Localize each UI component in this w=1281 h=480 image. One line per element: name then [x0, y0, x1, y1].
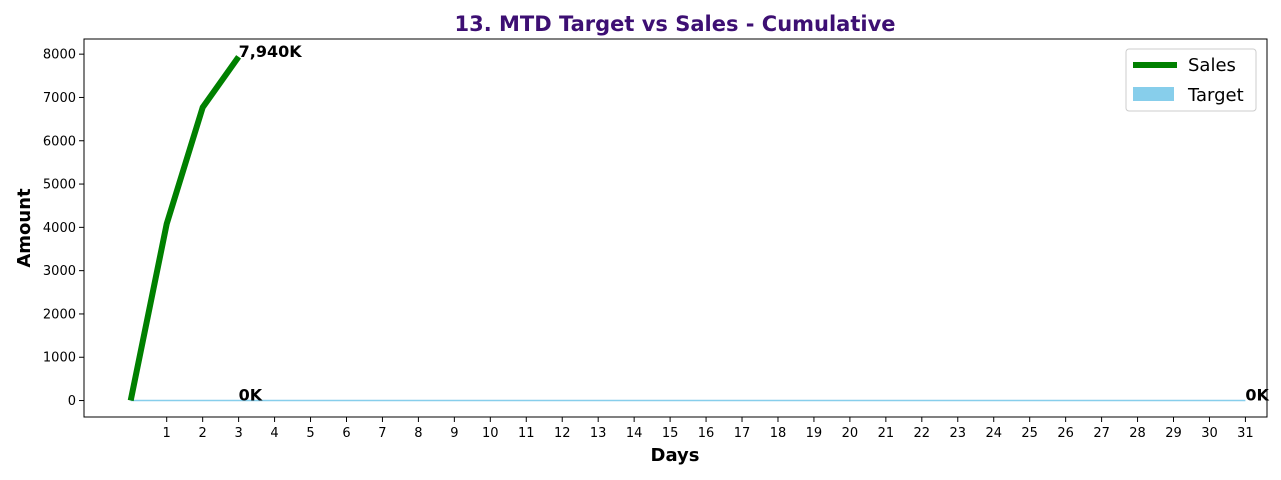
x-tick-label: 20	[842, 426, 859, 441]
x-tick-label: 23	[949, 426, 966, 441]
y-tick-label: 6000	[43, 134, 76, 149]
x-tick-label: 22	[914, 426, 931, 441]
data-label: 7,940K	[239, 42, 303, 61]
y-tick-label: 7000	[43, 91, 76, 106]
y-axis-label: Amount	[14, 188, 35, 268]
x-tick-label: 24	[985, 426, 1002, 441]
x-tick-label: 21	[878, 426, 895, 441]
series-layer	[127, 55, 1246, 402]
x-tick-label: 8	[414, 426, 422, 441]
x-tick-label: 18	[770, 426, 787, 441]
x-tick-label: 30	[1201, 426, 1218, 441]
x-tick-label: 14	[626, 426, 643, 441]
x-tick-label: 25	[1021, 426, 1038, 441]
x-axis-ticks: 1 2 3 4 5 6 7 8 9 10 11 12 13 14 15 16 17 18 19 20 21 22 23 24 2…	[163, 417, 1254, 441]
data-label: 0K	[239, 386, 263, 405]
x-tick-label: 6	[342, 426, 350, 441]
series-line-sales	[127, 55, 242, 402]
x-tick-label: 13	[590, 426, 607, 441]
y-tick-label: 5000	[43, 178, 76, 193]
x-tick-label: 1	[163, 426, 171, 441]
x-tick-label: 5	[306, 426, 314, 441]
y-tick-label: 8000	[43, 48, 76, 63]
x-tick-label: 7	[378, 426, 386, 441]
x-tick-label: 11	[518, 426, 535, 441]
data-labels: 7,940K 0K 0K	[239, 42, 1270, 405]
x-tick-label: 28	[1129, 426, 1146, 441]
y-tick-label: 2000	[43, 307, 76, 322]
y-axis-ticks: 0 1000 2000 3000 4000 5000 6000 7000 8000	[43, 48, 84, 409]
data-label: 0K	[1245, 386, 1269, 405]
x-tick-label: 31	[1237, 426, 1254, 441]
y-tick-label: 0	[68, 394, 76, 409]
x-tick-label: 10	[482, 426, 499, 441]
x-tick-label: 12	[554, 426, 571, 441]
x-tick-label: 15	[662, 426, 679, 441]
x-tick-label: 9	[450, 426, 458, 441]
x-axis-label: Days	[651, 445, 700, 466]
y-tick-label: 4000	[43, 221, 76, 236]
legend-target-label: Target	[1187, 85, 1244, 106]
x-tick-label: 16	[698, 426, 715, 441]
y-tick-label: 1000	[43, 351, 76, 366]
plot-area-frame	[83, 38, 1268, 418]
x-tick-label: 19	[806, 426, 823, 441]
chart-title: 13. MTD Target vs Sales - Cumulative	[454, 12, 895, 36]
x-tick-label: 17	[734, 426, 751, 441]
x-tick-label: 3	[234, 426, 242, 441]
legend: Sales Target	[1125, 48, 1257, 112]
legend-sales-label: Sales	[1188, 55, 1236, 76]
x-tick-label: 26	[1057, 426, 1074, 441]
y-tick-label: 3000	[43, 264, 76, 279]
x-tick-label: 2	[199, 426, 207, 441]
x-tick-label: 29	[1165, 426, 1182, 441]
x-tick-label: 27	[1093, 426, 1110, 441]
legend-target-swatch	[1133, 87, 1174, 101]
x-tick-label: 4	[270, 426, 278, 441]
